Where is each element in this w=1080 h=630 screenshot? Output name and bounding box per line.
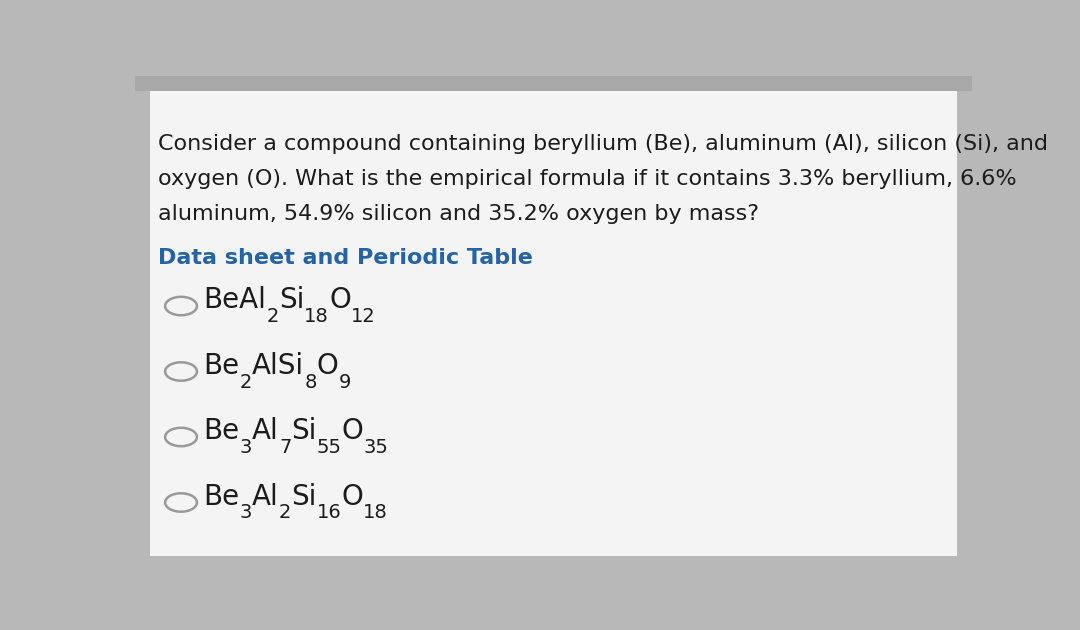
Text: oxygen (O). What is the empirical formula if it contains 3.3% beryllium, 6.6%: oxygen (O). What is the empirical formul… bbox=[159, 169, 1017, 189]
Text: BeAl: BeAl bbox=[204, 287, 267, 314]
Text: Data sheet and Periodic Table: Data sheet and Periodic Table bbox=[159, 248, 534, 268]
Text: Si: Si bbox=[292, 483, 316, 511]
Text: 18: 18 bbox=[363, 503, 388, 522]
Text: 9: 9 bbox=[338, 372, 351, 391]
Text: Be: Be bbox=[204, 418, 240, 445]
Text: 2: 2 bbox=[279, 503, 292, 522]
Text: O: O bbox=[329, 287, 351, 314]
Text: Al: Al bbox=[252, 483, 279, 511]
Text: 7: 7 bbox=[279, 438, 292, 457]
Text: 2: 2 bbox=[267, 307, 279, 326]
FancyBboxPatch shape bbox=[150, 81, 957, 556]
Text: 16: 16 bbox=[316, 503, 341, 522]
Text: Si: Si bbox=[292, 418, 316, 445]
Text: 18: 18 bbox=[305, 307, 329, 326]
Text: 2: 2 bbox=[240, 372, 252, 391]
Text: 12: 12 bbox=[351, 307, 376, 326]
Bar bbox=[135, 76, 972, 91]
Text: Al: Al bbox=[252, 418, 279, 445]
Text: 3: 3 bbox=[240, 438, 252, 457]
Text: 8: 8 bbox=[305, 372, 316, 391]
Text: O: O bbox=[316, 352, 338, 380]
Text: AlSi: AlSi bbox=[252, 352, 305, 380]
Text: 3: 3 bbox=[240, 503, 252, 522]
Text: Si: Si bbox=[279, 287, 305, 314]
Text: 55: 55 bbox=[316, 438, 341, 457]
Text: aluminum, 54.9% silicon and 35.2% oxygen by mass?: aluminum, 54.9% silicon and 35.2% oxygen… bbox=[159, 203, 759, 224]
Text: 35: 35 bbox=[363, 438, 388, 457]
Text: O: O bbox=[341, 418, 363, 445]
Text: Consider a compound containing beryllium (Be), aluminum (Al), silicon (Si), and: Consider a compound containing beryllium… bbox=[159, 134, 1049, 154]
Text: Be: Be bbox=[204, 352, 240, 380]
Text: O: O bbox=[341, 483, 363, 511]
Text: Be: Be bbox=[204, 483, 240, 511]
